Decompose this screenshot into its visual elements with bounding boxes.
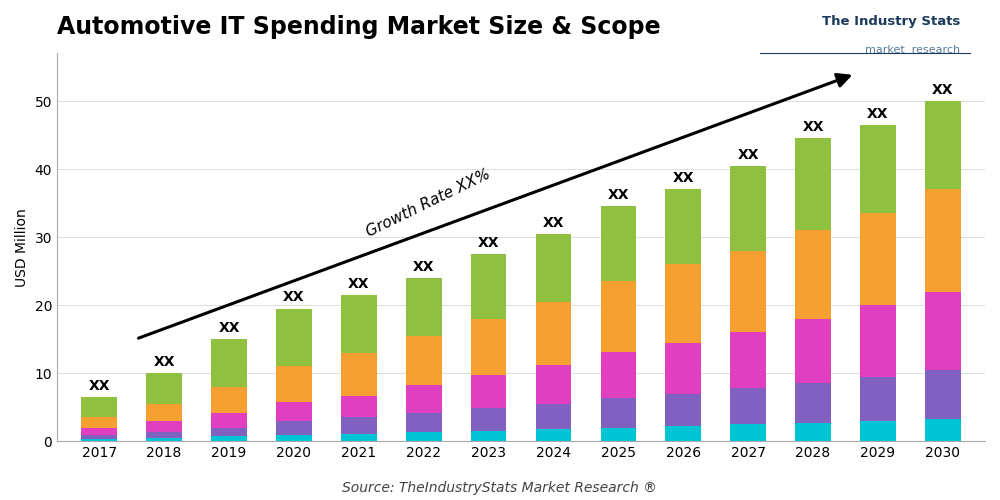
Text: XX: XX (802, 120, 824, 134)
Bar (471, 254, 506, 318)
Bar (276, 422, 312, 435)
Bar (471, 318, 506, 375)
Bar (730, 250, 766, 332)
Bar (730, 166, 766, 250)
Text: Growth Rate XX%: Growth Rate XX% (364, 166, 493, 240)
Bar (601, 282, 636, 352)
Bar (925, 190, 961, 292)
Bar (860, 305, 896, 376)
Text: XX: XX (283, 290, 305, 304)
Bar (925, 101, 961, 190)
Text: XX: XX (153, 355, 175, 369)
Bar (406, 384, 442, 414)
Bar (81, 435, 117, 439)
Bar (665, 190, 701, 264)
Bar (341, 434, 377, 441)
Text: XX: XX (608, 188, 629, 202)
Bar (146, 373, 182, 404)
Bar (925, 370, 961, 420)
Text: XX: XX (88, 379, 110, 393)
Bar (665, 264, 701, 342)
Bar (665, 342, 701, 394)
Bar (536, 234, 571, 302)
Bar (211, 412, 247, 428)
Bar (860, 376, 896, 420)
Bar (795, 138, 831, 230)
Bar (536, 302, 571, 365)
Bar (795, 384, 831, 423)
Text: Source: TheIndustryStats Market Research ®: Source: TheIndustryStats Market Research… (342, 481, 658, 495)
Bar (601, 398, 636, 428)
Bar (925, 292, 961, 370)
Bar (211, 436, 247, 441)
Bar (81, 418, 117, 428)
Bar (536, 404, 571, 429)
Bar (146, 404, 182, 420)
Bar (341, 418, 377, 434)
Bar (536, 365, 571, 404)
Bar (601, 352, 636, 399)
Bar (860, 214, 896, 305)
Y-axis label: USD Million: USD Million (15, 208, 29, 286)
Bar (146, 438, 182, 441)
Bar (471, 408, 506, 431)
Bar (406, 414, 442, 432)
Bar (471, 375, 506, 408)
Bar (341, 396, 377, 417)
Bar (81, 397, 117, 417)
Bar (471, 431, 506, 441)
Bar (925, 420, 961, 441)
Bar (146, 432, 182, 438)
Bar (795, 318, 831, 384)
Bar (860, 420, 896, 441)
Bar (730, 388, 766, 424)
Bar (276, 402, 312, 421)
Bar (795, 230, 831, 318)
Bar (406, 432, 442, 441)
Bar (276, 308, 312, 366)
Text: XX: XX (348, 277, 370, 291)
Text: Automotive IT Spending Market Size & Scope: Automotive IT Spending Market Size & Sco… (57, 15, 661, 39)
Bar (81, 439, 117, 441)
Bar (860, 125, 896, 214)
Text: market  research: market research (865, 45, 960, 55)
Bar (730, 424, 766, 441)
Text: XX: XX (413, 260, 434, 274)
Bar (341, 295, 377, 352)
Bar (795, 423, 831, 441)
Text: XX: XX (478, 236, 499, 250)
Text: The Industry Stats: The Industry Stats (822, 15, 960, 28)
Text: XX: XX (543, 216, 564, 230)
Text: XX: XX (737, 148, 759, 162)
Bar (211, 339, 247, 386)
Bar (341, 352, 377, 396)
Bar (211, 428, 247, 436)
Bar (665, 394, 701, 426)
Bar (276, 366, 312, 402)
Text: XX: XX (932, 83, 954, 97)
Text: XX: XX (218, 321, 240, 335)
Bar (601, 206, 636, 282)
Bar (406, 336, 442, 384)
Bar (601, 428, 636, 441)
Bar (146, 420, 182, 432)
Bar (211, 386, 247, 412)
Text: XX: XX (867, 107, 889, 121)
Bar (730, 332, 766, 388)
Bar (81, 428, 117, 435)
Bar (536, 429, 571, 441)
Text: XX: XX (673, 172, 694, 185)
Bar (276, 435, 312, 441)
Bar (665, 426, 701, 441)
Bar (406, 278, 442, 336)
